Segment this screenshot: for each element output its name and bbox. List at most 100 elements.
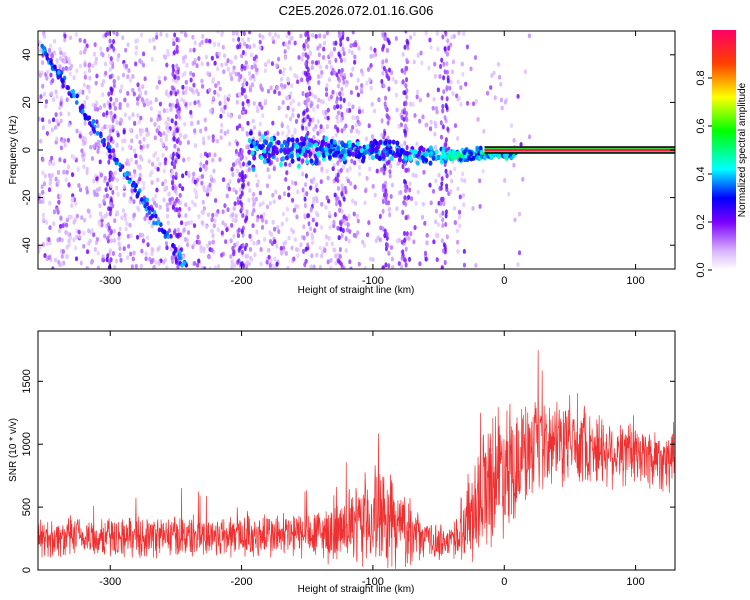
spectrogram-noise-blob [208, 108, 213, 114]
spectrogram-band-blob [382, 163, 386, 169]
spectrogram-band-blob [405, 66, 409, 72]
spectrogram-noise-blob [256, 179, 260, 184]
spectrogram-noise-blob [493, 95, 497, 101]
spectrogram-noise-blob [204, 38, 208, 44]
spectrogram-noise-blob [128, 115, 132, 121]
spectrogram-cluster-blob [359, 147, 364, 154]
spectrogram-band-blob [383, 228, 387, 234]
spectrogram-noise-blob [456, 79, 460, 85]
spectrogram-noise-blob [457, 95, 461, 101]
spectrogram-cluster-blob [340, 149, 345, 155]
spectrogram-noise-blob [500, 105, 504, 111]
spectrogram-noise-blob [421, 114, 425, 120]
spectrogram-noise-blob [59, 215, 63, 221]
spectrogram-noise-blob [315, 182, 319, 188]
spectrogram-cluster-blob [374, 148, 379, 154]
spectrogram-noise-blob [260, 87, 264, 92]
spectrogram-cluster-blob [290, 137, 295, 143]
spectrogram-noise-blob [278, 194, 282, 200]
spectrogram-noise-blob [360, 68, 364, 74]
spectrogram-noise-blob [361, 239, 365, 245]
spectrogram-noise-blob [102, 112, 106, 118]
spectrogram-band-blob [174, 103, 178, 109]
spectrogram-noise-blob [192, 171, 196, 177]
spectrogram-noise-blob [156, 166, 160, 172]
spectrogram-noise-blob [61, 223, 65, 229]
spectrogram-noise-blob [202, 187, 207, 193]
spectrogram-noise-blob [343, 57, 347, 63]
spectrogram-noise-blob [235, 241, 239, 247]
spectrogram-noise-blob [226, 129, 230, 135]
spectrogram-band-blob [301, 125, 305, 131]
spectrogram-noise-blob [200, 61, 204, 67]
spectrogram-noise-blob [50, 173, 54, 178]
spectrogram-noise-blob [132, 213, 136, 219]
spectrogram-noise-blob [156, 156, 160, 162]
spectrogram-cluster-blob [424, 151, 429, 158]
spectrogram-track-blob [123, 172, 128, 177]
spectrogram-cluster-blob [355, 141, 360, 147]
spectrogram-noise-blob [435, 31, 439, 37]
spectrogram-cluster-blob [399, 148, 404, 154]
spectrogram-band-blob [305, 231, 309, 237]
spectrogram-band-blob [382, 170, 386, 176]
spectrogram-noise-blob [47, 237, 51, 242]
spectrogram-noise-blob [252, 240, 256, 246]
spectrogram-noise-blob [250, 256, 254, 262]
spectrogram-noise-blob [336, 119, 340, 124]
spectrogram-noise-blob [187, 220, 191, 226]
spectrogram-noise-blob [108, 124, 113, 130]
spectrogram-noise-blob [285, 95, 290, 101]
spectrogram-band-blob [336, 126, 340, 132]
spectrogram-noise-blob [231, 217, 235, 223]
spectrogram-noise-blob [311, 147, 315, 153]
spectrogram-track-blob [52, 64, 57, 70]
spectrogram-noise-blob [328, 210, 332, 216]
spectrogram-noise-blob [188, 47, 193, 53]
spectrogram-noise-blob [354, 122, 358, 127]
spectrogram-band-blob [338, 157, 342, 163]
spectrogram-noise-blob [180, 97, 184, 102]
spectrogram-noise-blob [58, 262, 62, 268]
spectrogram-band-blob [344, 236, 348, 242]
spectrogram-track-blob [147, 205, 151, 211]
spectrogram-noise-blob [286, 265, 290, 269]
spectrogram-band-blob [405, 87, 409, 94]
spectrogram-noise-blob [204, 54, 208, 60]
spectrogram-noise-blob [248, 87, 252, 93]
spectrogram-noise-blob [389, 194, 393, 199]
spectrogram-band-blob [443, 259, 447, 266]
spectrogram-noise-blob [59, 118, 63, 124]
snr-x-tick-label: 0 [501, 576, 507, 588]
spectrogram-noise-blob [109, 183, 113, 188]
spectrogram-noise-blob [143, 216, 147, 222]
spectrogram-band-blob [441, 124, 445, 130]
spectrogram-noise-blob [134, 263, 138, 269]
spectrogram-noise-blob [238, 123, 242, 129]
spectrogram-cluster-blob [320, 140, 325, 146]
spectrogram-noise-blob [496, 61, 501, 67]
spectrogram-noise-blob [67, 111, 71, 117]
spectrogram-noise-blob [102, 199, 106, 204]
spectrogram-noise-blob [424, 256, 428, 262]
spectrogram-noise-blob [104, 187, 108, 193]
spectrogram-cluster-blob [347, 139, 352, 146]
spectrogram-noise-blob [286, 124, 290, 130]
spectrogram-noise-blob [231, 172, 235, 177]
spectrogram-band-blob [108, 177, 112, 183]
spectrogram-noise-blob [183, 89, 188, 95]
spectrogram-noise-blob [123, 112, 127, 118]
spectrogram-cluster-blob [260, 134, 265, 140]
spectrogram-noise-blob [325, 124, 330, 129]
spectrogram-noise-blob [371, 53, 376, 59]
spectrogram-noise-blob [202, 248, 206, 254]
spectrogram-band-blob [385, 73, 389, 79]
spectrogram-noise-blob [156, 247, 160, 252]
spectrogram-band-blob [342, 97, 346, 103]
spectrogram-band-blob [109, 170, 113, 176]
snr-frame [37, 330, 676, 571]
spectrogram-noise-blob [186, 242, 190, 247]
spectrogram-noise-blob [69, 214, 73, 220]
spectrogram-noise-blob [138, 232, 142, 238]
spectrogram-noise-blob [48, 43, 53, 49]
